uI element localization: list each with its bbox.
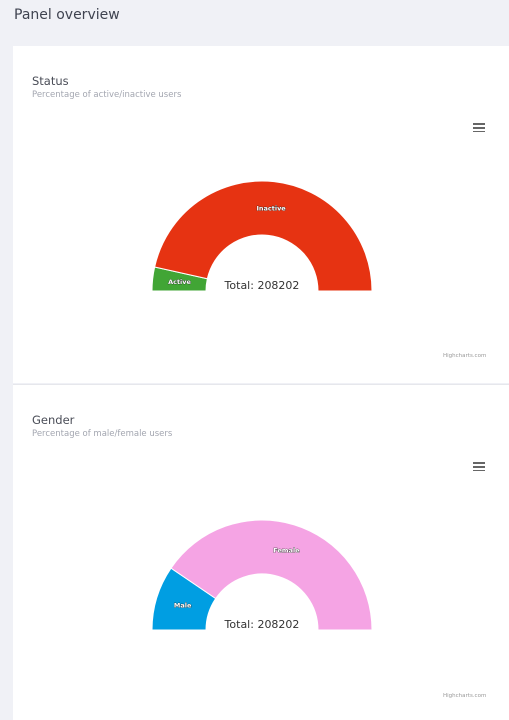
hamburger-menu-icon[interactable] — [473, 123, 485, 133]
donut-slice-female[interactable] — [170, 519, 373, 631]
highcharts-credits-link[interactable]: Highcharts.com — [443, 693, 487, 699]
hamburger-menu-icon[interactable] — [473, 462, 485, 472]
donut-label-active: Active — [168, 278, 191, 286]
status-donut-chart: Active Inactive Total: 208202 — [151, 180, 373, 292]
donut-label-inactive: Inactive — [256, 205, 286, 213]
donut-total-label: Total: 208202 — [224, 618, 300, 631]
status-card-subtitle: Percentage of active/inactive users — [32, 90, 182, 100]
status-card: Status Percentage of active/inactive use… — [13, 46, 509, 383]
gender-card-title: Gender — [32, 413, 75, 427]
donut-label-female: Female — [273, 547, 300, 555]
donut-slice-inactive[interactable] — [154, 180, 373, 292]
donut-total-label: Total: 208202 — [224, 279, 300, 292]
gender-card: Gender Percentage of male/female users M… — [13, 384, 509, 720]
highcharts-credits-link[interactable]: Highcharts.com — [443, 353, 487, 359]
gender-card-subtitle: Percentage of male/female users — [32, 429, 173, 439]
donut-label-male: Male — [174, 602, 192, 610]
status-card-title: Status — [32, 74, 69, 88]
page-title: Panel overview — [14, 7, 120, 23]
gender-donut-chart: Male Female Total: 208202 — [151, 519, 373, 631]
